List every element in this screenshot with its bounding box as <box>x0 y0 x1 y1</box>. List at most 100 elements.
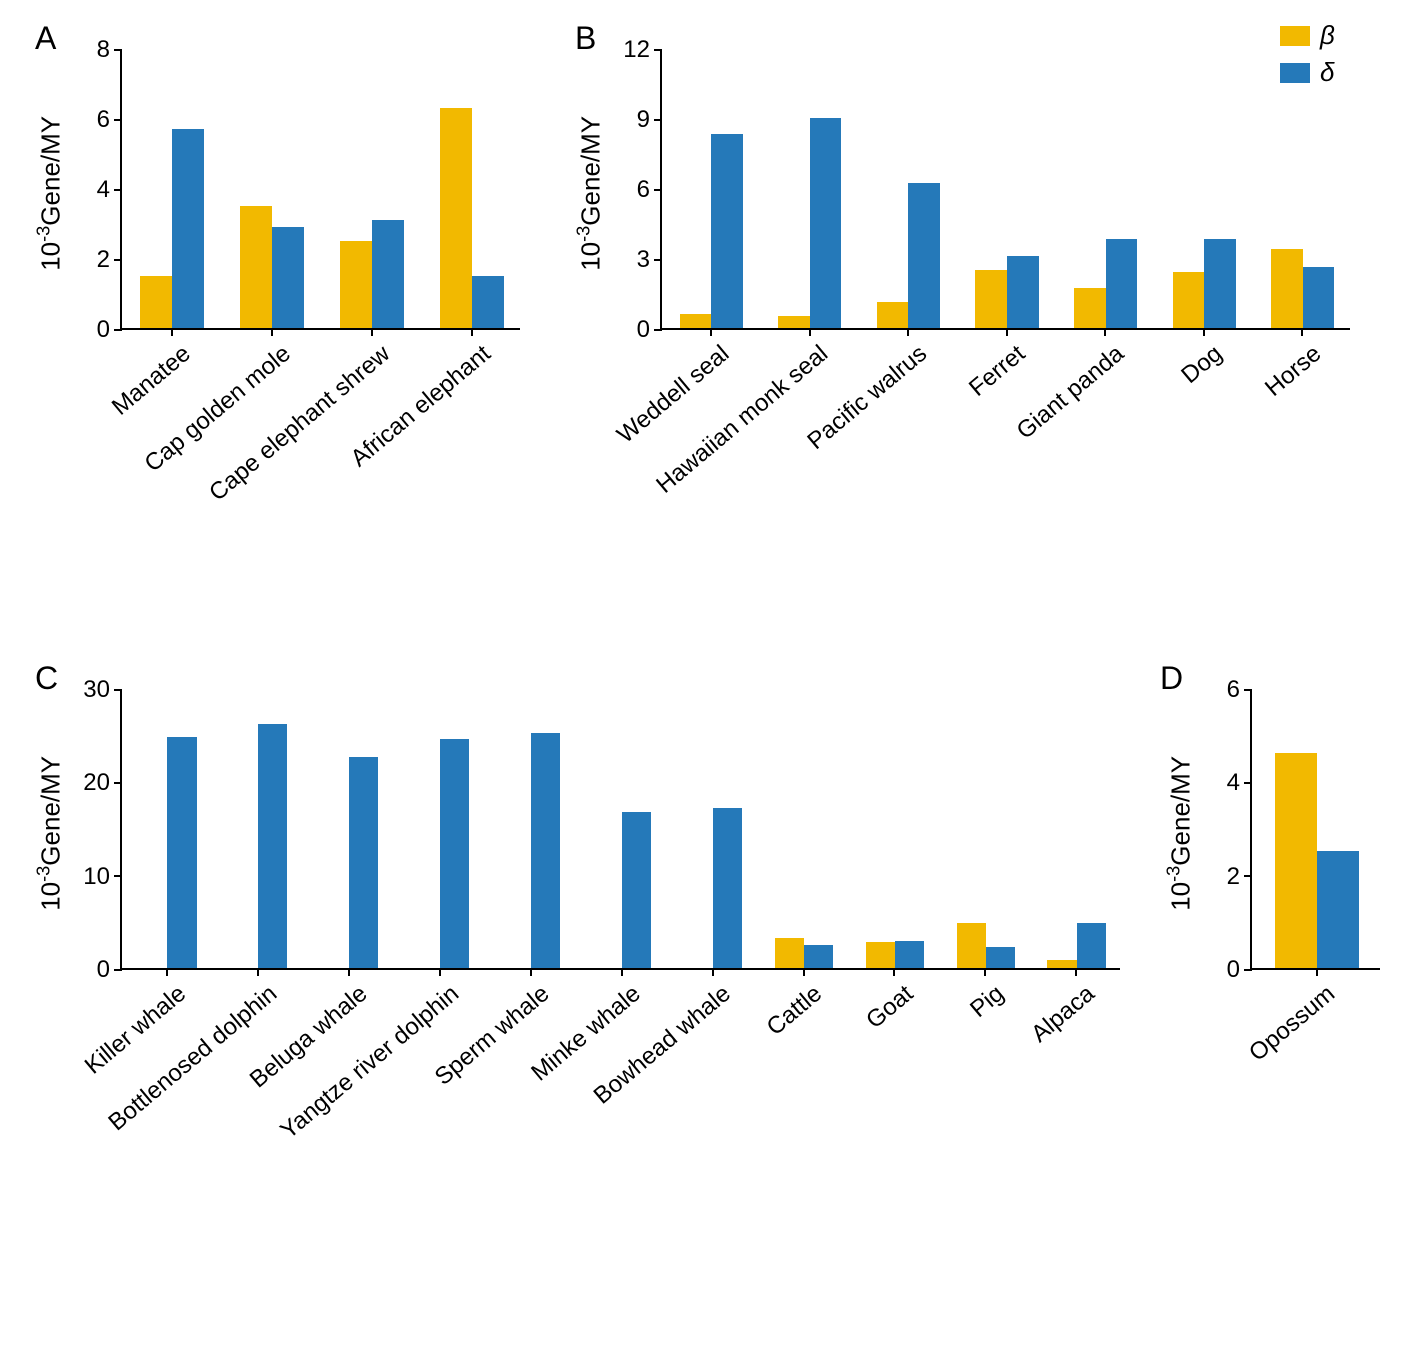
bar-beta <box>957 923 986 968</box>
bar-delta <box>349 757 378 968</box>
y-tick <box>114 189 122 191</box>
y-tick-label: 4 <box>1227 769 1240 797</box>
y-tick-label: 2 <box>97 246 110 274</box>
y-tick <box>654 49 662 51</box>
bar-beta <box>440 108 472 329</box>
bar-delta <box>711 134 743 328</box>
figure: βδA02468ManateeCap golden moleCape eleph… <box>20 20 1400 1348</box>
y-tick <box>654 119 662 121</box>
x-tick <box>809 328 811 336</box>
x-tick <box>166 968 168 976</box>
x-tick <box>1006 328 1008 336</box>
bar-beta <box>775 938 804 968</box>
y-tick-label: 2 <box>1227 863 1240 891</box>
bar-beta <box>877 302 909 328</box>
bar-delta <box>472 276 504 329</box>
x-tick <box>171 328 173 336</box>
x-tick <box>1104 328 1106 336</box>
legend-label: β <box>1320 20 1335 51</box>
bar-beta <box>680 314 712 328</box>
bar-beta <box>1275 753 1317 968</box>
bar-beta <box>140 276 172 329</box>
x-tick <box>271 328 273 336</box>
x-tick-label: Goat <box>861 980 919 1035</box>
bar-delta <box>1303 267 1335 328</box>
y-tick <box>114 259 122 261</box>
y-tick-label: 20 <box>83 769 110 797</box>
x-tick <box>1316 968 1318 976</box>
x-tick-label: Giant panda <box>1011 340 1129 446</box>
legend-item: β <box>1280 20 1335 51</box>
bar-delta <box>258 724 287 968</box>
x-tick <box>893 968 895 976</box>
bar-delta <box>440 739 469 968</box>
bar-beta <box>778 316 810 328</box>
y-tick <box>1244 782 1252 784</box>
x-tick-label: Pig <box>965 980 1010 1024</box>
bar-delta <box>804 945 833 968</box>
y-tick-label: 3 <box>637 246 650 274</box>
bar-delta <box>908 183 940 328</box>
chart-D: 0246Opossum <box>1250 690 1380 970</box>
legend-swatch-beta <box>1280 26 1310 46</box>
x-tick-label: Horse <box>1260 340 1327 403</box>
y-axis-label-B: 10-3Gene/MY <box>574 103 607 283</box>
y-tick-label: 0 <box>97 316 110 344</box>
x-tick-label: Hawaiian monk seal <box>651 340 834 500</box>
bar-delta <box>986 947 1015 968</box>
bar-delta <box>531 733 560 968</box>
bar-beta <box>1047 960 1076 968</box>
chart-A: 02468ManateeCap golden moleCape elephant… <box>120 50 520 330</box>
y-tick <box>114 689 122 691</box>
y-tick <box>1244 875 1252 877</box>
bar-delta <box>167 737 196 968</box>
bar-delta <box>713 808 742 968</box>
bar-delta <box>895 941 924 968</box>
x-tick <box>907 328 909 336</box>
x-tick-label: Cape elephant shrew <box>204 340 396 507</box>
y-tick-label: 9 <box>637 106 650 134</box>
x-tick <box>1301 328 1303 336</box>
y-tick-label: 0 <box>637 316 650 344</box>
bar-delta <box>272 227 304 329</box>
x-tick <box>471 328 473 336</box>
y-tick <box>1244 969 1252 971</box>
x-tick-label: Opossum <box>1244 980 1341 1067</box>
x-tick <box>348 968 350 976</box>
y-tick-label: 10 <box>83 863 110 891</box>
x-tick-label: Cattle <box>762 980 828 1042</box>
bar-beta <box>240 206 272 329</box>
x-tick <box>257 968 259 976</box>
y-tick <box>114 875 122 877</box>
x-tick-label: Manatee <box>106 340 196 421</box>
y-tick-label: 0 <box>1227 956 1240 984</box>
y-tick <box>654 329 662 331</box>
bar-delta <box>1204 239 1236 328</box>
y-tick-label: 12 <box>623 36 650 64</box>
y-axis-label-A: 10-3Gene/MY <box>34 103 67 283</box>
y-axis-label-C: 10-3Gene/MY <box>34 743 67 923</box>
x-tick <box>803 968 805 976</box>
y-tick <box>114 49 122 51</box>
y-tick <box>1244 689 1252 691</box>
bar-delta <box>1077 923 1106 968</box>
y-tick-label: 6 <box>1227 676 1240 704</box>
bar-delta <box>372 220 404 329</box>
x-tick-label: Dog <box>1176 340 1228 390</box>
y-tick-label: 6 <box>97 106 110 134</box>
x-tick <box>1203 328 1205 336</box>
y-tick-label: 6 <box>637 176 650 204</box>
y-tick-label: 0 <box>97 956 110 984</box>
y-tick <box>654 189 662 191</box>
panel-label-D: D <box>1160 660 1183 697</box>
panel-label-A: A <box>35 20 56 57</box>
y-axis-label-D: 10-3Gene/MY <box>1164 743 1197 923</box>
bar-delta <box>172 129 204 329</box>
bar-delta <box>810 118 842 328</box>
panel-label-C: C <box>35 660 58 697</box>
bar-delta <box>622 812 651 968</box>
bar-delta <box>1317 851 1359 968</box>
y-tick <box>114 782 122 784</box>
y-tick-label: 4 <box>97 176 110 204</box>
x-tick <box>621 968 623 976</box>
